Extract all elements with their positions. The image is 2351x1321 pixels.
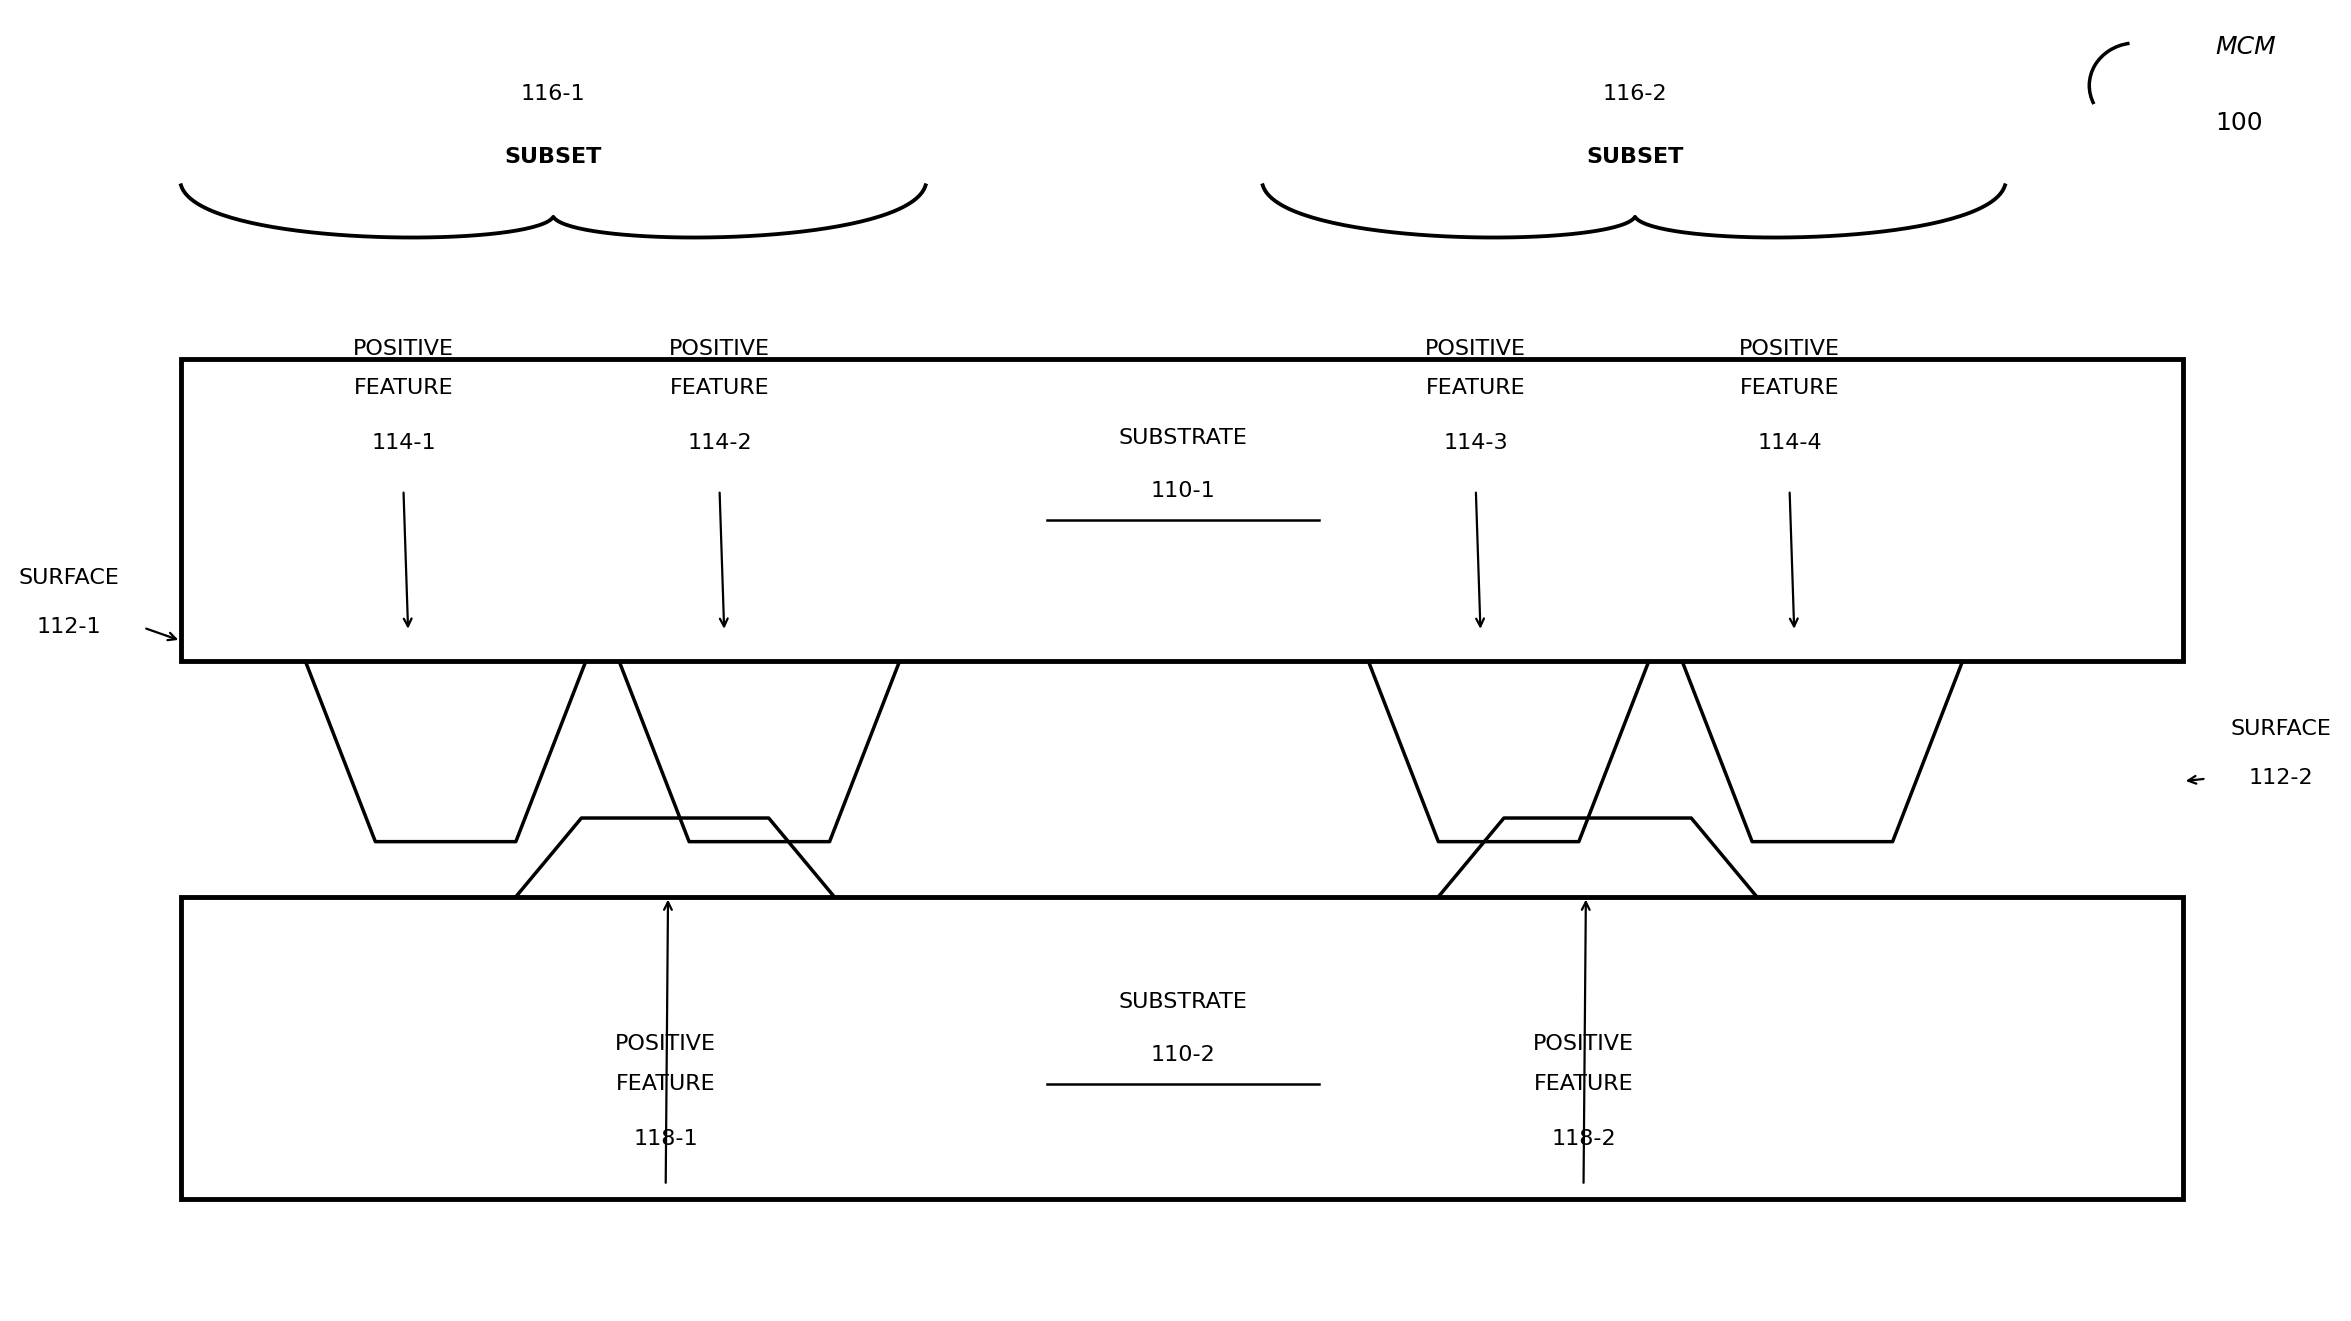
Text: POSITIVE: POSITIVE (670, 338, 771, 358)
Text: 114-2: 114-2 (686, 433, 752, 453)
Text: FEATURE: FEATURE (1533, 1074, 1634, 1094)
Bar (181, 897, 2184, 1198)
Text: 100: 100 (2215, 111, 2264, 136)
Text: POSITIVE: POSITIVE (616, 1034, 717, 1054)
Text: POSITIVE: POSITIVE (1425, 338, 1526, 358)
Text: 114-1: 114-1 (371, 433, 435, 453)
Text: POSITIVE: POSITIVE (1740, 338, 1841, 358)
Text: POSITIVE: POSITIVE (353, 338, 454, 358)
Text: POSITIVE: POSITIVE (1533, 1034, 1634, 1054)
Text: SUBSET: SUBSET (505, 147, 602, 166)
Text: FEATURE: FEATURE (353, 378, 454, 398)
Text: 116-2: 116-2 (1603, 85, 1667, 104)
Text: SUBSTRATE: SUBSTRATE (1119, 992, 1248, 1012)
Text: 114-3: 114-3 (1444, 433, 1507, 453)
Text: FEATURE: FEATURE (1427, 378, 1526, 398)
Text: SUBSET: SUBSET (1587, 147, 1683, 166)
Text: SURFACE: SURFACE (19, 568, 120, 588)
Bar (181, 358, 2184, 660)
Text: 110-1: 110-1 (1150, 481, 1215, 501)
Text: 112-1: 112-1 (35, 617, 101, 637)
Text: 110-2: 110-2 (1150, 1045, 1215, 1065)
Text: 114-4: 114-4 (1756, 433, 1822, 453)
Text: 118-1: 118-1 (632, 1129, 698, 1149)
Text: SUBSTRATE: SUBSTRATE (1119, 428, 1248, 448)
Text: 116-1: 116-1 (522, 85, 585, 104)
Text: FEATURE: FEATURE (616, 1074, 715, 1094)
Text: SURFACE: SURFACE (2231, 719, 2332, 740)
Text: 118-2: 118-2 (1552, 1129, 1615, 1149)
Text: FEATURE: FEATURE (670, 378, 769, 398)
Text: 112-2: 112-2 (2250, 768, 2313, 789)
Text: FEATURE: FEATURE (1740, 378, 1838, 398)
Text: MCM: MCM (2215, 36, 2276, 59)
